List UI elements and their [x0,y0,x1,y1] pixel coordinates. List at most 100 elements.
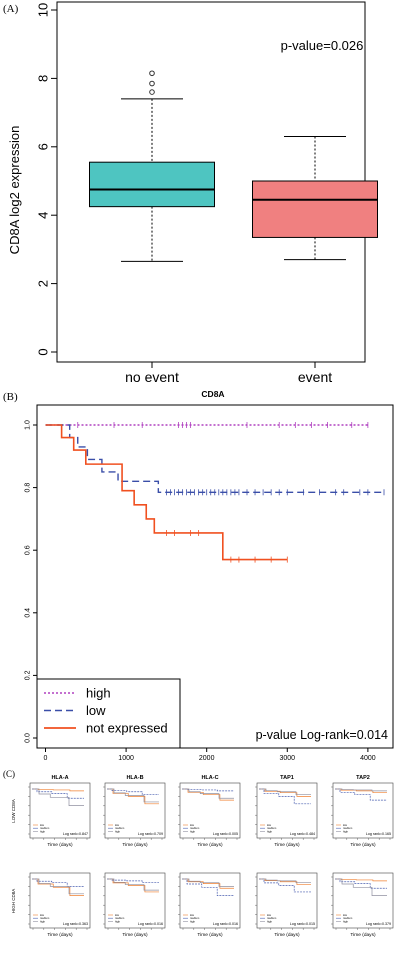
small-plot-title: HLA-C [201,775,218,781]
small-plot-frame [29,872,91,929]
small-legend-label: medium [115,826,124,830]
small-x-label: Time (days) [274,932,300,938]
km-y-tick-label: 0.0 [25,733,32,743]
small-legend-label: high [115,919,120,923]
y-tick-label: 4 [36,212,51,219]
small-km-curve [107,878,159,893]
x-tick-label: no event [125,369,179,385]
small-km-curve [32,878,84,896]
small-km-curve [259,788,311,805]
row-label: HIGH CD8A [11,889,16,914]
small-x-label: Time (days) [274,842,300,848]
small-legend-label: high [267,919,272,923]
small-plot-title: HLA-B [126,775,143,781]
small-x-label: Time (days) [122,932,148,938]
small-pvalue: Log rank=0.016 [213,922,238,926]
small-legend-label: low [190,823,194,827]
km-y-tick-label: 0.2 [25,670,32,680]
legend-box [36,678,181,749]
y-tick-label: 0 [36,348,51,355]
small-pvalue: Log rank=0.709 [138,832,163,836]
small-x-label: Time (days) [197,932,223,938]
km-pvalue-annotation: p-value Log-rank=0.014 [256,728,388,742]
small-pvalue: Log rank=0.847 [63,832,88,836]
panel-label-c: (C) [3,769,15,779]
km-y-tick-label: 0.4 [25,608,32,618]
small-legend-label: high [40,919,45,923]
legend-label-low: low [86,703,106,718]
small-legend-label: medium [40,826,49,830]
small-x-label: Time (days) [350,932,376,938]
small-x-label: Time (days) [47,842,73,848]
box-no-event [89,161,215,208]
panel-label-a: (A) [3,3,19,15]
km-y-tick-label: 0.8 [25,483,32,493]
small-pvalue: Log rank=0.005 [213,832,238,836]
km-frame [36,404,394,749]
y-tick-label: 6 [36,143,51,150]
small-legend-label: low [40,913,44,917]
small-plot-title: TAP2 [356,775,370,781]
small-legend-label: high [267,829,272,833]
boxplot-panel: 0 2 4 6 8 10 CD8A log2 expression no event event… [7,1,378,385]
small-pvalue: Log rank=0.015 [290,922,315,926]
small-legend-label: low [115,823,119,827]
small-pvalue: Log rank=0.016 [138,922,163,926]
km-x-tick-label: 4000 [360,755,376,762]
small-km-curve [335,788,387,792]
km-x-tick-label: 3000 [279,755,295,762]
small-legend-label: low [115,913,119,917]
small-x-label: Time (days) [197,842,223,848]
small-legend-label: medium [343,916,352,920]
small-pvalue: Log rank=0.165 [366,832,391,836]
km-x-tick-label: 2000 [199,755,215,762]
small-km-curve [182,878,234,887]
small-legend-label: medium [190,826,199,830]
small-plot-frame [256,782,318,839]
small-legend-label: high [40,829,45,833]
small-legend-label: high [190,829,195,833]
small-plot-title: TAP1 [280,775,294,781]
small-km-curve [259,788,311,795]
small-legend-label: low [343,823,347,827]
small-legend-label: low [40,823,44,827]
small-pvalue: Log rank=0.363 [63,922,88,926]
small-x-label: Time (days) [122,842,148,848]
row-label: LOW CD8A [11,799,16,823]
small-legend-label: high [343,829,348,833]
small-plot-title: HLA-A [51,775,68,781]
small-legend-label: medium [343,826,352,830]
outlier-point [149,80,155,87]
small-x-label: Time (days) [350,842,376,848]
km-title: CD8A [201,389,224,399]
small-plot-frame [256,872,318,929]
legend-label-high: high [86,686,111,701]
small-km-curve [259,878,311,893]
small-pvalue: Log rank=0.484 [290,832,315,836]
small-km-curve [182,788,234,799]
small-km-curve [107,788,159,803]
small-km-curve [335,788,387,801]
km-x-tick-label: 0 [44,755,48,762]
small-km-curve [335,878,387,896]
small-plot-frame [179,872,241,929]
pvalue-annotation: p-value=0.026 [281,38,364,53]
y-tick-label: 2 [36,280,51,287]
small-km-curve [107,788,159,805]
small-km-curve [259,878,311,884]
small-plot-frame [104,782,166,839]
small-pvalue: Log rank=0.379 [366,922,391,926]
y-tick-label: 10 [36,3,51,17]
small-plot-frame [332,872,394,929]
small-legend-label: medium [190,916,199,920]
km-legend: high low not expressed [36,678,181,749]
small-legend-label: medium [267,916,276,920]
